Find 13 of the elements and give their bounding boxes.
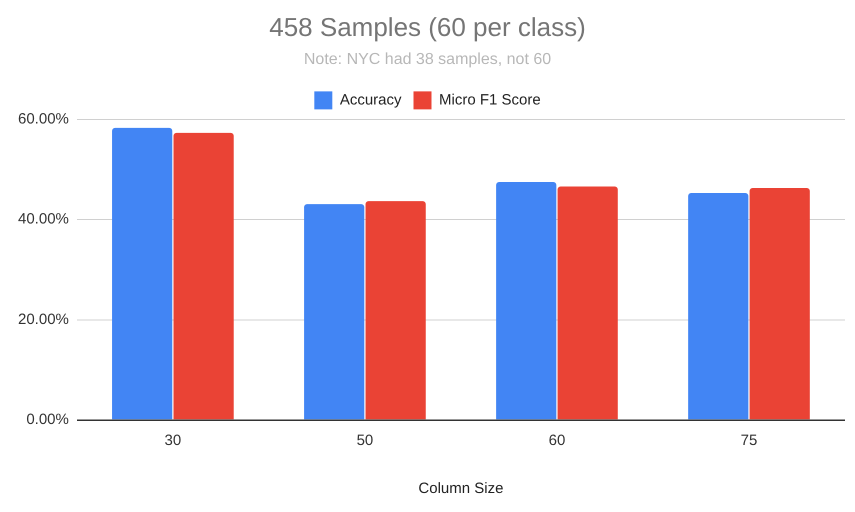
x-tick-label: 50 xyxy=(356,432,374,450)
x-tick-label: 60 xyxy=(548,432,566,450)
legend-label: Accuracy xyxy=(340,92,402,109)
x-axis-title: Column Size xyxy=(418,480,504,498)
x-tick-label: 30 xyxy=(164,432,182,450)
legend-label: Micro F1 Score xyxy=(439,92,541,109)
y-tick-label: 20.00% xyxy=(18,310,69,328)
y-tick-label: 0.00% xyxy=(26,411,69,428)
y-tick-label: 60.00% xyxy=(18,110,69,128)
chart-title: 458 Samples (60 per class) xyxy=(269,12,586,42)
y-tick-label: 40.00% xyxy=(18,210,69,228)
x-tick-label: 75 xyxy=(740,432,758,450)
chart-subtitle: Note: NYC had 38 samples, not 60 xyxy=(304,51,552,68)
